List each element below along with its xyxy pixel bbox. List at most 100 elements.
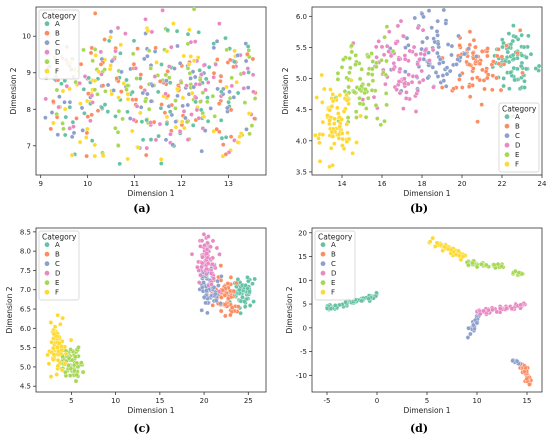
- point-D: [404, 90, 409, 95]
- y-tick-label: 8.5: [20, 228, 31, 236]
- point-A: [533, 66, 539, 71]
- point-D: [381, 52, 387, 58]
- y-axis-label: Dimension 2: [5, 286, 14, 333]
- point-E: [345, 115, 351, 120]
- point-D: [189, 112, 194, 117]
- point-F: [164, 49, 170, 54]
- point-C: [188, 76, 193, 81]
- point-D: [430, 47, 436, 53]
- point-E: [347, 70, 352, 75]
- point-E: [66, 363, 71, 368]
- point-C: [432, 39, 438, 45]
- y-tick-label: 4.5: [296, 106, 307, 114]
- point-E: [364, 106, 369, 111]
- point-D: [199, 260, 205, 266]
- point-B: [159, 102, 164, 107]
- point-A: [524, 55, 529, 60]
- point-D: [217, 21, 222, 26]
- point-A: [167, 80, 173, 85]
- y-tick-label: -5: [300, 348, 307, 356]
- point-B: [485, 75, 490, 81]
- point-A: [193, 99, 198, 105]
- point-D: [144, 145, 150, 151]
- point-D: [160, 8, 165, 13]
- point-C: [49, 110, 55, 115]
- point-D: [417, 80, 422, 85]
- point-A: [240, 294, 245, 300]
- point-F: [84, 135, 89, 140]
- point-F: [317, 140, 322, 146]
- point-C: [465, 335, 471, 340]
- point-E: [73, 79, 78, 85]
- point-D: [152, 74, 158, 79]
- x-axis-label: Dimension 1: [127, 189, 174, 198]
- point-E: [252, 96, 258, 101]
- legend-label-D: D: [55, 270, 60, 278]
- point-A: [252, 276, 257, 282]
- legend-marker-D: [44, 270, 50, 276]
- x-tick-label: 10: [111, 397, 120, 405]
- legend-marker-E: [44, 59, 50, 65]
- point-C: [444, 65, 450, 70]
- point-E: [381, 70, 386, 75]
- point-F: [92, 142, 98, 148]
- point-D: [177, 129, 183, 134]
- point-D: [201, 232, 207, 237]
- point-D: [402, 76, 407, 81]
- point-A: [223, 35, 228, 41]
- legend-label-F: F: [55, 68, 59, 76]
- point-B: [457, 43, 462, 48]
- point-D: [509, 306, 515, 311]
- point-B: [466, 62, 472, 67]
- point-D: [149, 29, 155, 35]
- point-F: [55, 312, 60, 318]
- point-A: [232, 59, 237, 65]
- point-E: [224, 47, 229, 53]
- point-E: [74, 360, 80, 366]
- point-D: [196, 115, 202, 121]
- point-A: [510, 52, 516, 58]
- point-D: [396, 79, 402, 84]
- point-C: [443, 21, 449, 26]
- point-F: [332, 121, 337, 126]
- x-tick-label: 18: [418, 180, 427, 188]
- point-A: [508, 70, 513, 75]
- point-A: [513, 34, 518, 40]
- point-F: [224, 84, 229, 90]
- point-A: [206, 64, 212, 70]
- point-A: [235, 90, 241, 96]
- point-B: [48, 126, 54, 132]
- point-A: [245, 275, 250, 280]
- point-D: [206, 234, 211, 239]
- point-D: [185, 137, 191, 142]
- legend-label-A: A: [515, 113, 520, 121]
- point-B: [494, 53, 500, 59]
- point-D: [431, 84, 436, 90]
- point-F: [60, 88, 66, 94]
- point-D: [417, 57, 422, 62]
- point-D: [422, 52, 427, 57]
- point-D: [419, 68, 424, 74]
- point-D: [208, 271, 214, 276]
- point-A: [159, 161, 164, 166]
- point-E: [382, 118, 387, 124]
- point-A: [343, 299, 348, 305]
- point-D: [202, 62, 207, 68]
- legend-marker-A: [320, 242, 326, 248]
- point-E: [80, 369, 86, 375]
- point-D: [113, 48, 118, 54]
- point-B: [143, 152, 149, 158]
- point-B: [250, 56, 256, 62]
- point-C: [119, 69, 124, 75]
- point-E: [103, 89, 108, 94]
- point-E: [67, 373, 73, 378]
- point-F: [341, 109, 347, 114]
- point-A: [500, 44, 505, 50]
- point-C: [227, 89, 232, 95]
- point-E: [383, 91, 389, 96]
- point-C: [447, 68, 453, 74]
- point-A: [203, 76, 209, 82]
- point-C: [215, 86, 220, 92]
- point-E: [249, 123, 255, 128]
- point-F: [48, 374, 54, 379]
